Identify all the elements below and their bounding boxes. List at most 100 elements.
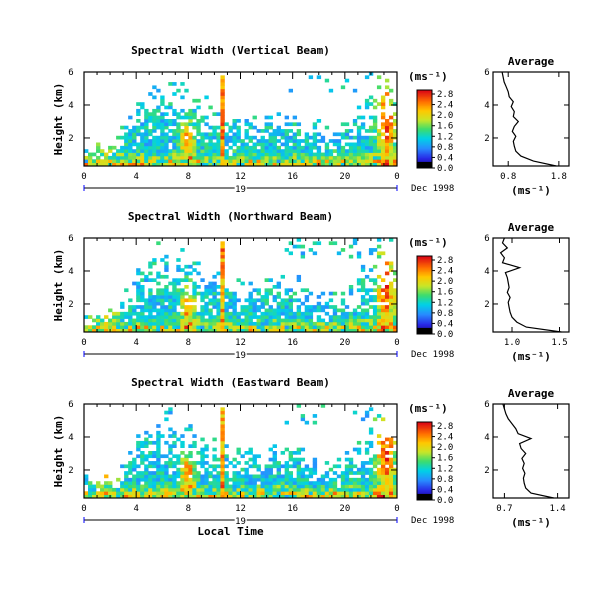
heatmap-cell [328, 155, 334, 160]
heatmap-cell [316, 145, 322, 150]
heatmap-cell [364, 410, 370, 415]
x-tick-label: 0 [394, 172, 399, 182]
heatmap-cell [384, 328, 390, 333]
heatmap-cell [280, 318, 285, 323]
heatmap-cell [148, 491, 153, 495]
heatmap-cell [304, 325, 310, 329]
heatmap-cell [124, 484, 129, 489]
heatmap-cell [212, 454, 217, 459]
heatmap-cell [264, 125, 269, 130]
heatmap-cell [140, 149, 145, 153]
profile-x-tick-label: 1.0 [504, 338, 520, 348]
heatmap-cell [268, 318, 273, 323]
heatmap-cell [324, 149, 330, 153]
colorbar-swatch [417, 151, 432, 153]
heatmap-cell [188, 139, 193, 143]
heatmap-cell [388, 261, 394, 266]
heatmap-cell [284, 494, 289, 499]
heatmap-cell [368, 251, 374, 256]
heatmap-cell [380, 125, 386, 130]
heatmap-cell [188, 467, 193, 472]
heatmap-cell [272, 285, 277, 289]
heatmap-cell [240, 162, 245, 167]
heatmap-cell [372, 471, 378, 475]
heatmap-cell [212, 135, 217, 140]
heatmap-cell [256, 139, 261, 143]
heatmap-cell [136, 108, 141, 113]
colorbar-swatch [417, 488, 432, 490]
heatmap-cell [192, 108, 197, 113]
heatmap-cell [212, 325, 217, 329]
heatmap-cell [196, 142, 201, 147]
heatmap-cell [220, 274, 225, 279]
heatmap-cell [196, 477, 201, 482]
heatmap-cell [268, 464, 273, 469]
heatmap-cell [364, 98, 370, 103]
colorbar-swatch [417, 119, 432, 122]
heatmap-cell [384, 162, 390, 167]
heatmap-cell [136, 281, 141, 286]
profile-x-tick-label: 1.5 [551, 338, 567, 348]
heatmap-cell [348, 135, 354, 140]
heatmap-cell [224, 311, 229, 316]
heatmap-cell [280, 152, 285, 157]
heatmap-cell [128, 467, 133, 472]
heatmap-cell [252, 301, 257, 306]
heatmap-cell [268, 155, 273, 160]
heatmap-cell [376, 308, 382, 313]
heatmap-cell [264, 295, 269, 299]
heatmap-cell [392, 491, 398, 495]
heatmap-cell [220, 102, 225, 106]
heatmap-cell [220, 427, 225, 432]
profile-title: Average [508, 387, 555, 400]
heatmap-cell [168, 102, 173, 106]
heatmap-cell [208, 291, 213, 296]
heatmap-cell [300, 467, 306, 472]
heatmap-cell [320, 325, 326, 329]
heatmap-cell [304, 132, 310, 137]
heatmap-cell [152, 159, 157, 163]
heatmap-cell [192, 305, 197, 309]
heatmap-cell [220, 129, 225, 133]
heatmap-cell [168, 295, 173, 299]
heatmap-cell [264, 464, 269, 469]
heatmap-cell [280, 325, 285, 329]
heatmap-cell [284, 487, 289, 492]
heatmap-cell [216, 481, 221, 485]
heatmap-cell [228, 129, 233, 133]
heatmap-cell [140, 311, 145, 316]
colorbar-swatch [417, 496, 432, 498]
heatmap-cell [160, 139, 165, 143]
colorbar-swatch [417, 113, 432, 116]
heatmap-cell [220, 122, 225, 127]
heatmap-cell [296, 464, 302, 469]
heatmap-cell [208, 491, 213, 495]
heatmap-cell [248, 159, 253, 163]
heatmap-cell [224, 494, 229, 499]
colorbar-swatch [417, 481, 432, 484]
heatmap-cell [156, 301, 161, 306]
heatmap-cell [184, 159, 189, 163]
colorbar-swatch [417, 331, 432, 334]
heatmap-cell [244, 471, 249, 475]
heatmap-cell [308, 75, 314, 80]
heatmap-cell [268, 159, 273, 163]
heatmap-cell [284, 491, 289, 495]
heatmap-cell [352, 88, 358, 93]
heatmap-cell [212, 288, 217, 293]
heatmap-cell [144, 430, 149, 435]
heatmap-cell [144, 484, 149, 489]
heatmap-cell [292, 457, 298, 462]
heatmap-cell [392, 159, 398, 163]
heatmap-cell [204, 471, 209, 475]
heatmap-cell [244, 119, 249, 123]
heatmap-cell [224, 135, 229, 140]
heatmap-cell [116, 149, 121, 153]
heatmap-cell [372, 122, 378, 127]
heatmap-cell [376, 454, 382, 459]
heatmap-cell [148, 129, 153, 133]
heatmap-cell [340, 494, 346, 499]
heatmap-cell [128, 451, 133, 455]
heatmap-cell [380, 145, 386, 150]
heatmap-cell [156, 295, 161, 299]
